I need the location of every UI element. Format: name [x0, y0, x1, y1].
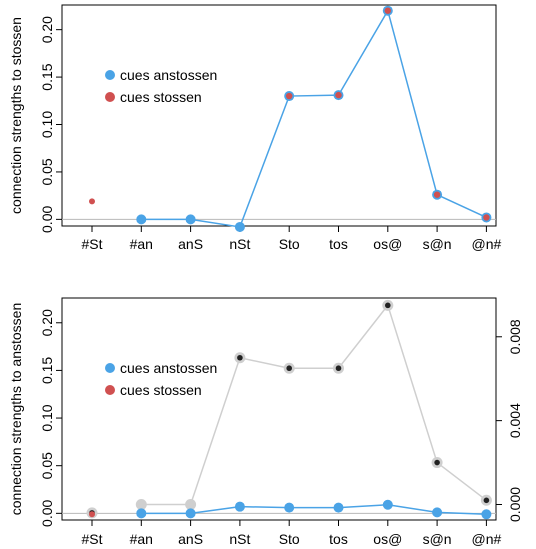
y-tick-label: 0.15 [39, 63, 55, 90]
x-tick-label: os@ [373, 236, 402, 252]
x-tick-label: s@n [423, 531, 452, 547]
x-tick-label: Sto [279, 531, 300, 547]
legend-label-anstossen: cues anstossen [120, 360, 217, 376]
x-tick-label: #an [130, 236, 153, 252]
top-panel-stossen: 0.00 0.05 0.10 0.15 0.20 #St #an anS nSt Sto tos os… [8, 4, 502, 252]
secondary-point [185, 498, 197, 510]
series-line-anstossen [141, 8, 487, 228]
secondary-point [135, 498, 147, 510]
y-tick-label: 0.00 [39, 499, 55, 526]
point-anstossen [136, 214, 147, 225]
point-stossen [483, 214, 490, 221]
point-anstossen [234, 501, 245, 512]
x-tick-label: tos [329, 236, 348, 252]
point-anstossen [382, 499, 393, 510]
x-tick-label: #St [81, 531, 102, 547]
point-anstossen [432, 507, 443, 518]
y-tick-label: 0.10 [39, 111, 55, 138]
secondary-point-core [335, 365, 342, 372]
y2-tick-label: 0.000 [507, 487, 523, 522]
secondary-point-core [237, 354, 243, 361]
secondary-series-line [141, 303, 487, 506]
plot-frame [61, 297, 497, 521]
legend-marker-stossen [105, 92, 115, 102]
x-tick-label: @n# [472, 236, 502, 252]
y-axis-label: connection strengths to anstossen [8, 303, 24, 515]
y-tick-label: 0.05 [39, 452, 55, 479]
point-stossen [433, 191, 441, 198]
point-anstossen [136, 508, 147, 519]
legend-label-anstossen: cues anstossen [120, 67, 217, 83]
point-stossen [89, 511, 95, 518]
y-tick-label: 0.00 [39, 206, 55, 233]
x-tick-label: anS [178, 531, 203, 547]
point-stossen [89, 198, 95, 205]
x-tick-label: nSt [229, 531, 250, 547]
y2-tick-label: 0.008 [507, 319, 523, 354]
bottom-panel-anstossen: 0.00 0.05 0.10 0.15 0.20 #St #an anS nSt Sto tos os… [8, 297, 523, 547]
y-tick-label: 0.20 [39, 16, 55, 43]
legend-marker-stossen [105, 385, 115, 395]
point-stossen [384, 7, 391, 14]
point-stossen [335, 91, 342, 99]
x-tick-label: nSt [229, 236, 250, 252]
legend-label-stossen: cues stossen [120, 382, 202, 398]
x-tick-label: Sto [279, 236, 300, 252]
x-tick-label: os@ [373, 531, 402, 547]
point-anstossen [185, 214, 196, 225]
secondary-point-core [434, 459, 440, 466]
series-line-anstossen [141, 504, 487, 516]
y-tick-label: 0.10 [39, 404, 55, 431]
point-anstossen [185, 508, 196, 519]
x-tick-label: s@n [423, 236, 452, 252]
point-stossen [286, 92, 293, 100]
y2-tick-label: 0.004 [507, 403, 523, 438]
point-anstossen [234, 221, 245, 232]
y-axis-label: connection strengths to stossen [8, 17, 24, 214]
secondary-point-core [385, 302, 391, 309]
x-tick-label: tos [329, 531, 348, 547]
x-tick-label: #an [130, 531, 153, 547]
x-tick-label: @n# [472, 531, 502, 547]
plot-frame [61, 4, 497, 227]
y-tick-label: 0.15 [39, 357, 55, 384]
point-anstossen [333, 502, 344, 513]
x-tick-label: #St [81, 236, 102, 252]
y-tick-label: 0.20 [39, 309, 55, 336]
secondary-point-core [286, 365, 293, 372]
x-tick-label: anS [178, 236, 203, 252]
point-anstossen [284, 502, 295, 513]
y-tick-label: 0.05 [39, 158, 55, 185]
legend-marker-anstossen [105, 363, 115, 373]
secondary-point-core [483, 497, 490, 504]
legend-label-stossen: cues stossen [120, 89, 202, 105]
point-anstossen [481, 509, 492, 520]
legend-marker-anstossen [105, 70, 115, 80]
